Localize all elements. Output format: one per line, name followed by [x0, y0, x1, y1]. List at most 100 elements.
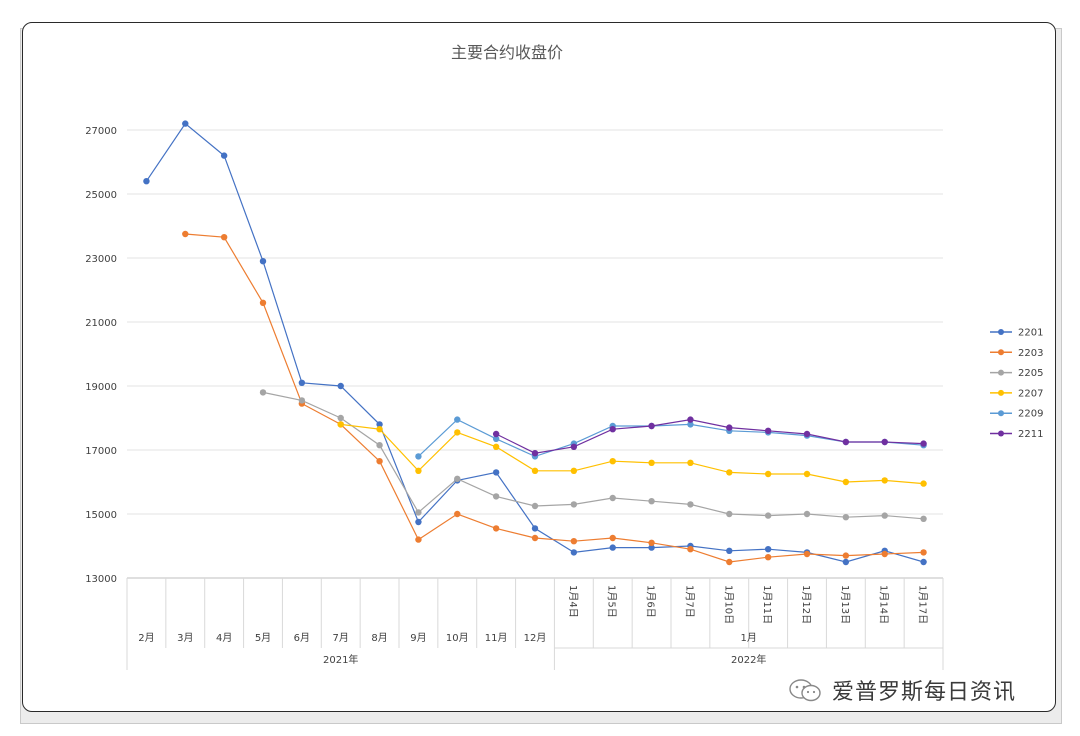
data-point — [842, 552, 850, 559]
series-2205 — [259, 389, 927, 522]
data-point — [881, 550, 888, 558]
data-point — [143, 178, 150, 185]
watermark: 爱普罗斯每日资讯 — [786, 674, 1016, 706]
data-point — [609, 426, 616, 433]
x-category-label: 1月6日 — [645, 585, 657, 618]
y-tick-label: 19000 — [85, 382, 117, 393]
data-point — [570, 443, 578, 450]
data-point — [492, 443, 500, 450]
y-tick-label: 25000 — [85, 190, 117, 201]
x-category-label: 1月4日 — [567, 585, 579, 618]
data-point — [764, 427, 772, 434]
data-point — [764, 554, 772, 561]
data-point — [570, 467, 578, 474]
data-point — [687, 459, 694, 466]
data-point — [881, 512, 888, 519]
data-point — [687, 546, 694, 553]
data-point — [376, 421, 383, 428]
series-2207 — [337, 421, 927, 487]
data-point — [415, 509, 422, 516]
data-point — [764, 470, 772, 478]
legend-item: 2209 — [990, 409, 1043, 420]
legend-swatch-marker — [998, 329, 1004, 335]
wechat-icon — [789, 679, 821, 702]
data-point — [454, 510, 461, 518]
series-line — [145, 122, 924, 563]
legend-label: 2203 — [1018, 348, 1043, 359]
data-point — [648, 422, 655, 430]
x-category-label: 11月 — [485, 632, 508, 644]
data-point — [298, 379, 306, 386]
data-point — [648, 459, 655, 466]
legend-swatch-marker — [998, 369, 1004, 376]
x-category-label: 6月 — [294, 632, 310, 644]
data-point — [920, 549, 927, 556]
data-point — [492, 435, 500, 442]
x-category-label: 5月 — [255, 632, 271, 644]
y-tick-label: 23000 — [85, 254, 117, 265]
data-point — [259, 299, 267, 306]
x-year-label: 2022年 — [731, 653, 766, 666]
data-point — [531, 534, 539, 542]
x-category-label: 1月13日 — [839, 585, 851, 624]
data-point — [609, 494, 616, 502]
data-point — [220, 152, 228, 159]
data-point — [764, 546, 772, 553]
legend-item: 2205 — [990, 368, 1043, 379]
data-point — [648, 539, 655, 546]
data-point — [415, 453, 422, 460]
x-category-label: 1月12日 — [800, 585, 812, 624]
data-point — [726, 424, 733, 431]
series-2211 — [492, 416, 927, 457]
data-point — [726, 469, 733, 476]
legend-label: 2209 — [1018, 409, 1043, 420]
data-point — [182, 120, 189, 127]
x-category-label: 3月 — [177, 632, 193, 644]
x-category-label: 7月 — [333, 632, 349, 644]
data-point — [920, 558, 927, 566]
series-line — [262, 391, 924, 520]
data-point — [648, 544, 655, 551]
series-2201 — [143, 120, 927, 566]
data-point — [842, 438, 850, 446]
data-point — [415, 467, 422, 474]
data-point — [803, 430, 811, 438]
series-line — [340, 423, 924, 485]
series-2203 — [182, 230, 927, 566]
data-point — [570, 538, 578, 545]
x-group-label: 1月 — [741, 632, 757, 644]
data-point — [259, 389, 267, 396]
data-point — [570, 549, 578, 556]
data-point — [570, 501, 578, 508]
data-point — [376, 458, 383, 465]
x-axis: 2月 3月 4月 5月 6月 7月 8月 9月 10月 11月 12月 1月4日 1月5日 1月6日 1月7… — [126, 578, 944, 670]
data-point — [609, 544, 616, 551]
data-point — [842, 478, 850, 486]
data-point — [687, 416, 694, 423]
x-category-label: 4月 — [216, 632, 232, 644]
data-point — [492, 430, 500, 438]
data-point — [454, 416, 461, 423]
legend-swatch-marker — [998, 410, 1004, 417]
y-axis: 13000 15000 17000 19000 21000 23000 25000 27000 — [85, 126, 117, 585]
x-year-label: 2021年 — [323, 653, 358, 666]
legend-item: 2203 — [990, 348, 1043, 359]
data-point — [726, 558, 733, 566]
y-tick-label: 13000 — [85, 574, 117, 585]
data-point — [842, 514, 850, 521]
data-point — [726, 510, 733, 518]
data-point — [259, 258, 267, 265]
data-point — [609, 534, 616, 542]
series-line — [185, 233, 924, 563]
data-point — [415, 518, 422, 526]
chart-title: 主要合约收盘价 — [451, 43, 563, 62]
data-point — [531, 525, 539, 532]
data-point — [803, 470, 811, 478]
data-point — [531, 502, 539, 510]
gridlines — [127, 129, 943, 579]
legend-swatch-marker — [998, 349, 1004, 356]
data-point — [920, 480, 927, 487]
y-tick-label: 15000 — [85, 510, 117, 521]
legend-label: 2211 — [1018, 429, 1043, 440]
